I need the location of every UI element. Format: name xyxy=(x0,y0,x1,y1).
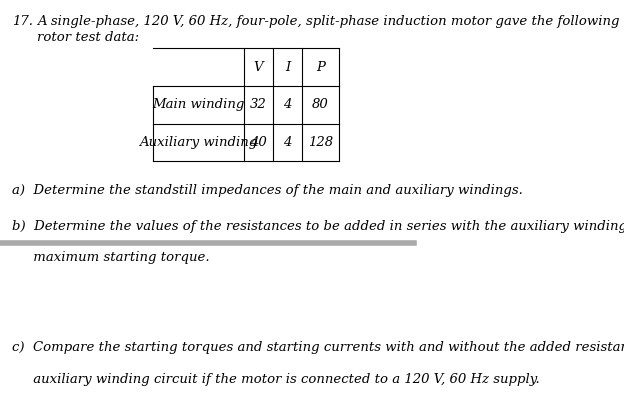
Text: V: V xyxy=(254,60,263,74)
Text: 4: 4 xyxy=(283,136,292,149)
Text: A single-phase, 120 V, 60 Hz, four-pole, split-phase induction motor gave the fo: A single-phase, 120 V, 60 Hz, four-pole,… xyxy=(37,15,624,28)
Text: 32: 32 xyxy=(250,98,267,111)
Text: a)  Determine the standstill impedances of the main and auxiliary windings.: a) Determine the standstill impedances o… xyxy=(12,184,524,197)
Text: I: I xyxy=(285,60,290,74)
Text: rotor test data:: rotor test data: xyxy=(37,31,139,44)
Text: P: P xyxy=(316,60,325,74)
Text: 128: 128 xyxy=(308,136,333,149)
Text: Main winding: Main winding xyxy=(152,98,245,111)
Text: 80: 80 xyxy=(312,98,329,111)
Text: c)  Compare the starting torques and starting currents with and without the adde: c) Compare the starting torques and star… xyxy=(12,341,624,354)
Text: auxiliary winding circuit if the motor is connected to a 120 V, 60 Hz supply.: auxiliary winding circuit if the motor i… xyxy=(12,373,540,386)
Text: b)  Determine the values of the resistances to be added in series with the auxil: b) Determine the values of the resistanc… xyxy=(12,220,624,233)
Text: 40: 40 xyxy=(250,136,267,149)
Text: maximum starting torque.: maximum starting torque. xyxy=(12,251,210,264)
Text: 4: 4 xyxy=(283,98,292,111)
Text: Auxiliary winding: Auxiliary winding xyxy=(139,136,258,149)
Text: 17.: 17. xyxy=(12,15,34,28)
